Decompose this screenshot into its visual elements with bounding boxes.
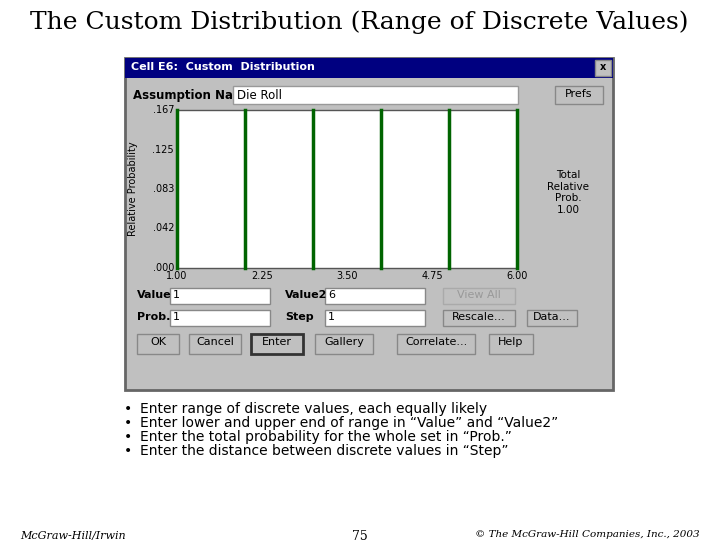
- Text: 6.00: 6.00: [506, 271, 528, 281]
- FancyBboxPatch shape: [177, 110, 517, 268]
- Text: Value: Value: [137, 290, 171, 300]
- Text: •: •: [124, 430, 132, 444]
- Text: 75: 75: [352, 530, 368, 540]
- Text: Help: Help: [498, 337, 523, 347]
- Text: Enter the total probability for the whole set in “Prob.”: Enter the total probability for the whol…: [140, 430, 512, 444]
- Text: 1.00: 1.00: [166, 271, 188, 281]
- FancyBboxPatch shape: [170, 288, 270, 304]
- Text: Enter the distance between discrete values in “Step”: Enter the distance between discrete valu…: [140, 444, 508, 458]
- FancyBboxPatch shape: [397, 334, 475, 354]
- FancyBboxPatch shape: [443, 288, 515, 304]
- FancyBboxPatch shape: [325, 288, 425, 304]
- Text: 3.50: 3.50: [336, 271, 358, 281]
- FancyBboxPatch shape: [315, 334, 373, 354]
- Text: 1: 1: [173, 312, 180, 322]
- FancyBboxPatch shape: [527, 310, 577, 326]
- Text: Correlate...: Correlate...: [405, 337, 467, 347]
- Text: Enter range of discrete values, each equally likely: Enter range of discrete values, each equ…: [140, 402, 487, 416]
- Text: •: •: [124, 444, 132, 458]
- FancyBboxPatch shape: [251, 334, 303, 354]
- Text: View All: View All: [457, 290, 501, 300]
- Text: McGraw-Hill/Irwin: McGraw-Hill/Irwin: [20, 530, 125, 540]
- Text: Step: Step: [285, 312, 314, 322]
- Text: Assumption Name:: Assumption Name:: [133, 89, 258, 102]
- Text: Cancel: Cancel: [196, 337, 234, 347]
- Text: •: •: [124, 402, 132, 416]
- Text: Enter: Enter: [262, 337, 292, 347]
- Text: .125: .125: [153, 145, 174, 155]
- Text: •: •: [124, 416, 132, 430]
- Text: Prob.: Prob.: [137, 312, 171, 322]
- Text: 6: 6: [328, 290, 335, 300]
- Text: Data...: Data...: [534, 312, 571, 322]
- Text: .167: .167: [153, 105, 174, 115]
- Text: Cell E6:  Custom  Distribution: Cell E6: Custom Distribution: [131, 62, 315, 72]
- FancyBboxPatch shape: [170, 310, 270, 326]
- Text: 1: 1: [173, 290, 180, 300]
- Text: Die Roll: Die Roll: [237, 89, 282, 102]
- FancyBboxPatch shape: [233, 86, 518, 104]
- FancyBboxPatch shape: [555, 86, 603, 104]
- FancyBboxPatch shape: [125, 58, 613, 78]
- FancyBboxPatch shape: [595, 60, 611, 76]
- FancyBboxPatch shape: [189, 334, 241, 354]
- Text: Enter lower and upper end of range in “Value” and “Value2”: Enter lower and upper end of range in “V…: [140, 416, 558, 430]
- FancyBboxPatch shape: [325, 310, 425, 326]
- Text: OK: OK: [150, 337, 166, 347]
- Text: .083: .083: [153, 185, 174, 194]
- Text: Prefs: Prefs: [565, 89, 593, 99]
- Text: 1: 1: [328, 312, 335, 322]
- Text: Rescale...: Rescale...: [452, 312, 506, 322]
- Text: x: x: [600, 62, 606, 72]
- Text: .042: .042: [153, 223, 174, 233]
- Text: Total
Relative
Prob.
1.00: Total Relative Prob. 1.00: [547, 170, 589, 215]
- FancyBboxPatch shape: [137, 334, 179, 354]
- Text: Relative Probability: Relative Probability: [128, 141, 138, 237]
- Text: Value2: Value2: [285, 290, 328, 300]
- Text: 4.75: 4.75: [421, 271, 443, 281]
- FancyBboxPatch shape: [489, 334, 533, 354]
- Text: © The McGraw-Hill Companies, Inc., 2003: © The McGraw-Hill Companies, Inc., 2003: [475, 530, 700, 539]
- FancyBboxPatch shape: [443, 310, 515, 326]
- Text: The Custom Distribution (Range of Discrete Values): The Custom Distribution (Range of Discre…: [30, 10, 688, 33]
- Text: Gallery: Gallery: [324, 337, 364, 347]
- FancyBboxPatch shape: [125, 58, 613, 390]
- Text: 2.25: 2.25: [251, 271, 273, 281]
- Text: .000: .000: [153, 263, 174, 273]
